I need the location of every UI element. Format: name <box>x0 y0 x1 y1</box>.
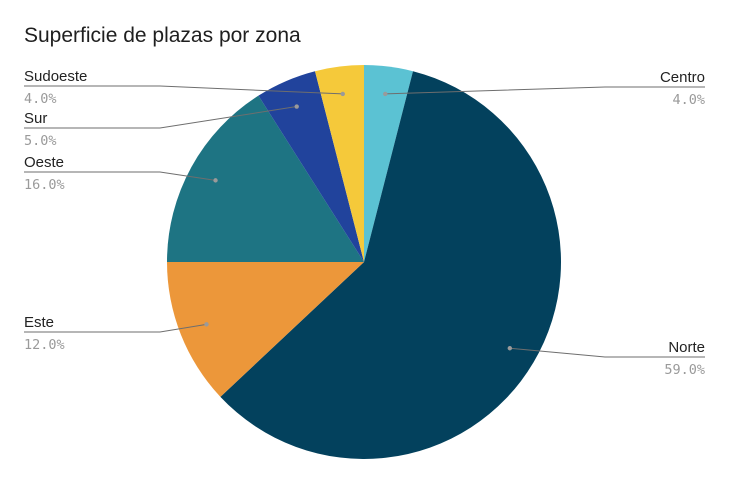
pie-slice-este <box>167 262 364 397</box>
pie-slice-norte <box>220 71 561 459</box>
leader-line-sur <box>24 106 297 129</box>
pie-slices <box>167 65 561 459</box>
slice-value-oeste: 16.0% <box>24 177 65 193</box>
slice-value-centro: 4.0% <box>672 92 705 108</box>
slice-label-centro: Centro <box>660 69 705 86</box>
leader-line-este <box>24 323 207 333</box>
slice-label-sudoeste: Sudoeste <box>24 68 87 85</box>
slice-value-sudoeste: 4.0% <box>24 91 57 107</box>
slice-label-este: Este <box>24 314 54 331</box>
slice-label-oeste: Oeste <box>24 154 64 171</box>
slice-label-sur: Sur <box>24 110 47 127</box>
leader-line-centro <box>385 86 705 95</box>
leader-dot-norte <box>507 346 513 351</box>
pie-slice-centro <box>364 65 413 262</box>
leader-line-sudoeste <box>24 85 343 95</box>
leader-dot-sur <box>294 104 299 109</box>
leader-dot-sudoeste <box>340 91 345 97</box>
pie-slice-sur <box>258 71 364 262</box>
pie-labels: Centro 4.0% Norte 59.0% Este 12.0% Oeste 16.0% S… <box>24 68 705 378</box>
leader-dot-este <box>204 322 209 327</box>
pie-slice-sudoeste <box>315 65 364 262</box>
leader-dot-centro <box>383 91 388 97</box>
leader-line-oeste <box>24 171 216 181</box>
slice-value-este: 12.0% <box>24 337 65 353</box>
chart-title: Superficie de plazas por zona <box>24 24 301 47</box>
slice-value-norte: 59.0% <box>664 362 705 378</box>
leader-dot-oeste <box>213 178 218 183</box>
pie-slice-oeste <box>167 95 364 263</box>
slice-value-sur: 5.0% <box>24 133 57 149</box>
slice-label-norte: Norte <box>668 339 705 356</box>
leader-line-norte <box>509 347 705 358</box>
